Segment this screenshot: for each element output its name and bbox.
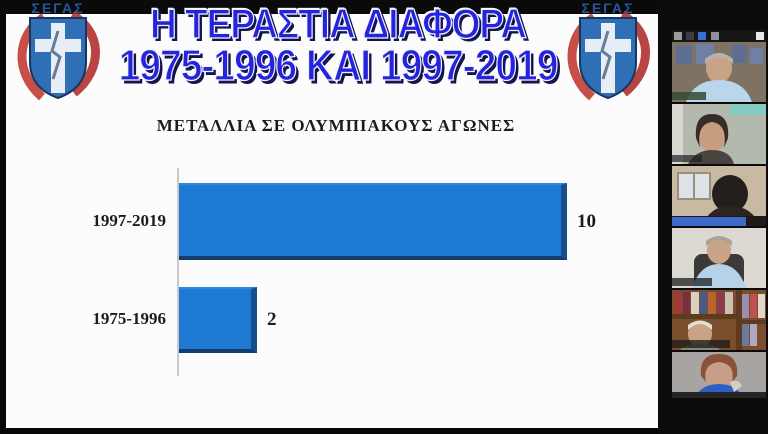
- gallery-control-icon[interactable]: [711, 32, 719, 40]
- slide-title-line2: 1975-1996 ΚΑΙ 1997-2019: [118, 41, 559, 91]
- segas-logo-text: ΣΕΓΑΣ: [581, 1, 634, 16]
- gallery-control-icon[interactable]: [698, 32, 706, 40]
- participant-video[interactable]: [672, 228, 766, 288]
- gallery-toolbar: [672, 30, 766, 42]
- gallery-control-icon[interactable]: [674, 32, 682, 40]
- slide-title: Η ΤΕΡΑΣΤΙΑ ΔΙΑΦΟΡΑ 1975-1996 ΚΑΙ 1997-20…: [104, 0, 572, 90]
- segas-logo-icon: ΣΕΓΑΣ: [10, 0, 106, 105]
- bar-category-label-1997-2019: 1997-2019: [92, 211, 166, 230]
- letterbox-top-bar: [0, 0, 664, 14]
- gallery-control-icon[interactable]: [686, 32, 694, 40]
- chart-title: ΜΕΤΑΛΛΙΑ ΣΕ ΟΛΥΜΠΙΑΚΟΥΣ ΑΓΩΝΕΣ: [156, 116, 516, 135]
- gallery-expand-icon[interactable]: [756, 32, 764, 40]
- bar-value-label: 10: [577, 210, 596, 232]
- participant-video-strip: [658, 0, 768, 434]
- bar-1997-2019: [179, 183, 567, 260]
- participant-video[interactable]: [672, 42, 766, 102]
- bar-1975-1996: [179, 287, 257, 353]
- participant-video[interactable]: [672, 104, 766, 164]
- segas-logo-icon: ΣΕΓΑΣ: [560, 0, 656, 105]
- participant-video[interactable]: [672, 352, 766, 398]
- bar-category-label-1975-1996: 1975-1996: [92, 309, 166, 328]
- bar-row: 10: [179, 183, 596, 260]
- chart-y-axis-line: [177, 168, 179, 376]
- participant-name-label: [672, 155, 702, 162]
- participant-name-label: [672, 217, 746, 226]
- shared-slide: ΜΕΤΑΛΛΙΑ ΣΕ ΟΛΥΜΠΙΑΚΟΥΣ ΑΓΩΝΕΣ 1997-2019…: [6, 13, 658, 428]
- participant-video[interactable]: [672, 290, 766, 350]
- participant-name-label: [672, 92, 706, 100]
- participant-video[interactable]: [672, 166, 766, 226]
- participant-name-label: [672, 278, 712, 286]
- bar-value-label: 2: [267, 309, 277, 330]
- segas-logo-text: ΣΕΓΑΣ: [31, 1, 84, 16]
- participant-name-label: [672, 340, 730, 348]
- slide-title-line1: Η ΤΕΡΑΣΤΙΑ ΔΙΑΦΟΡΑ: [149, 0, 527, 47]
- bar-row: 2: [179, 287, 277, 353]
